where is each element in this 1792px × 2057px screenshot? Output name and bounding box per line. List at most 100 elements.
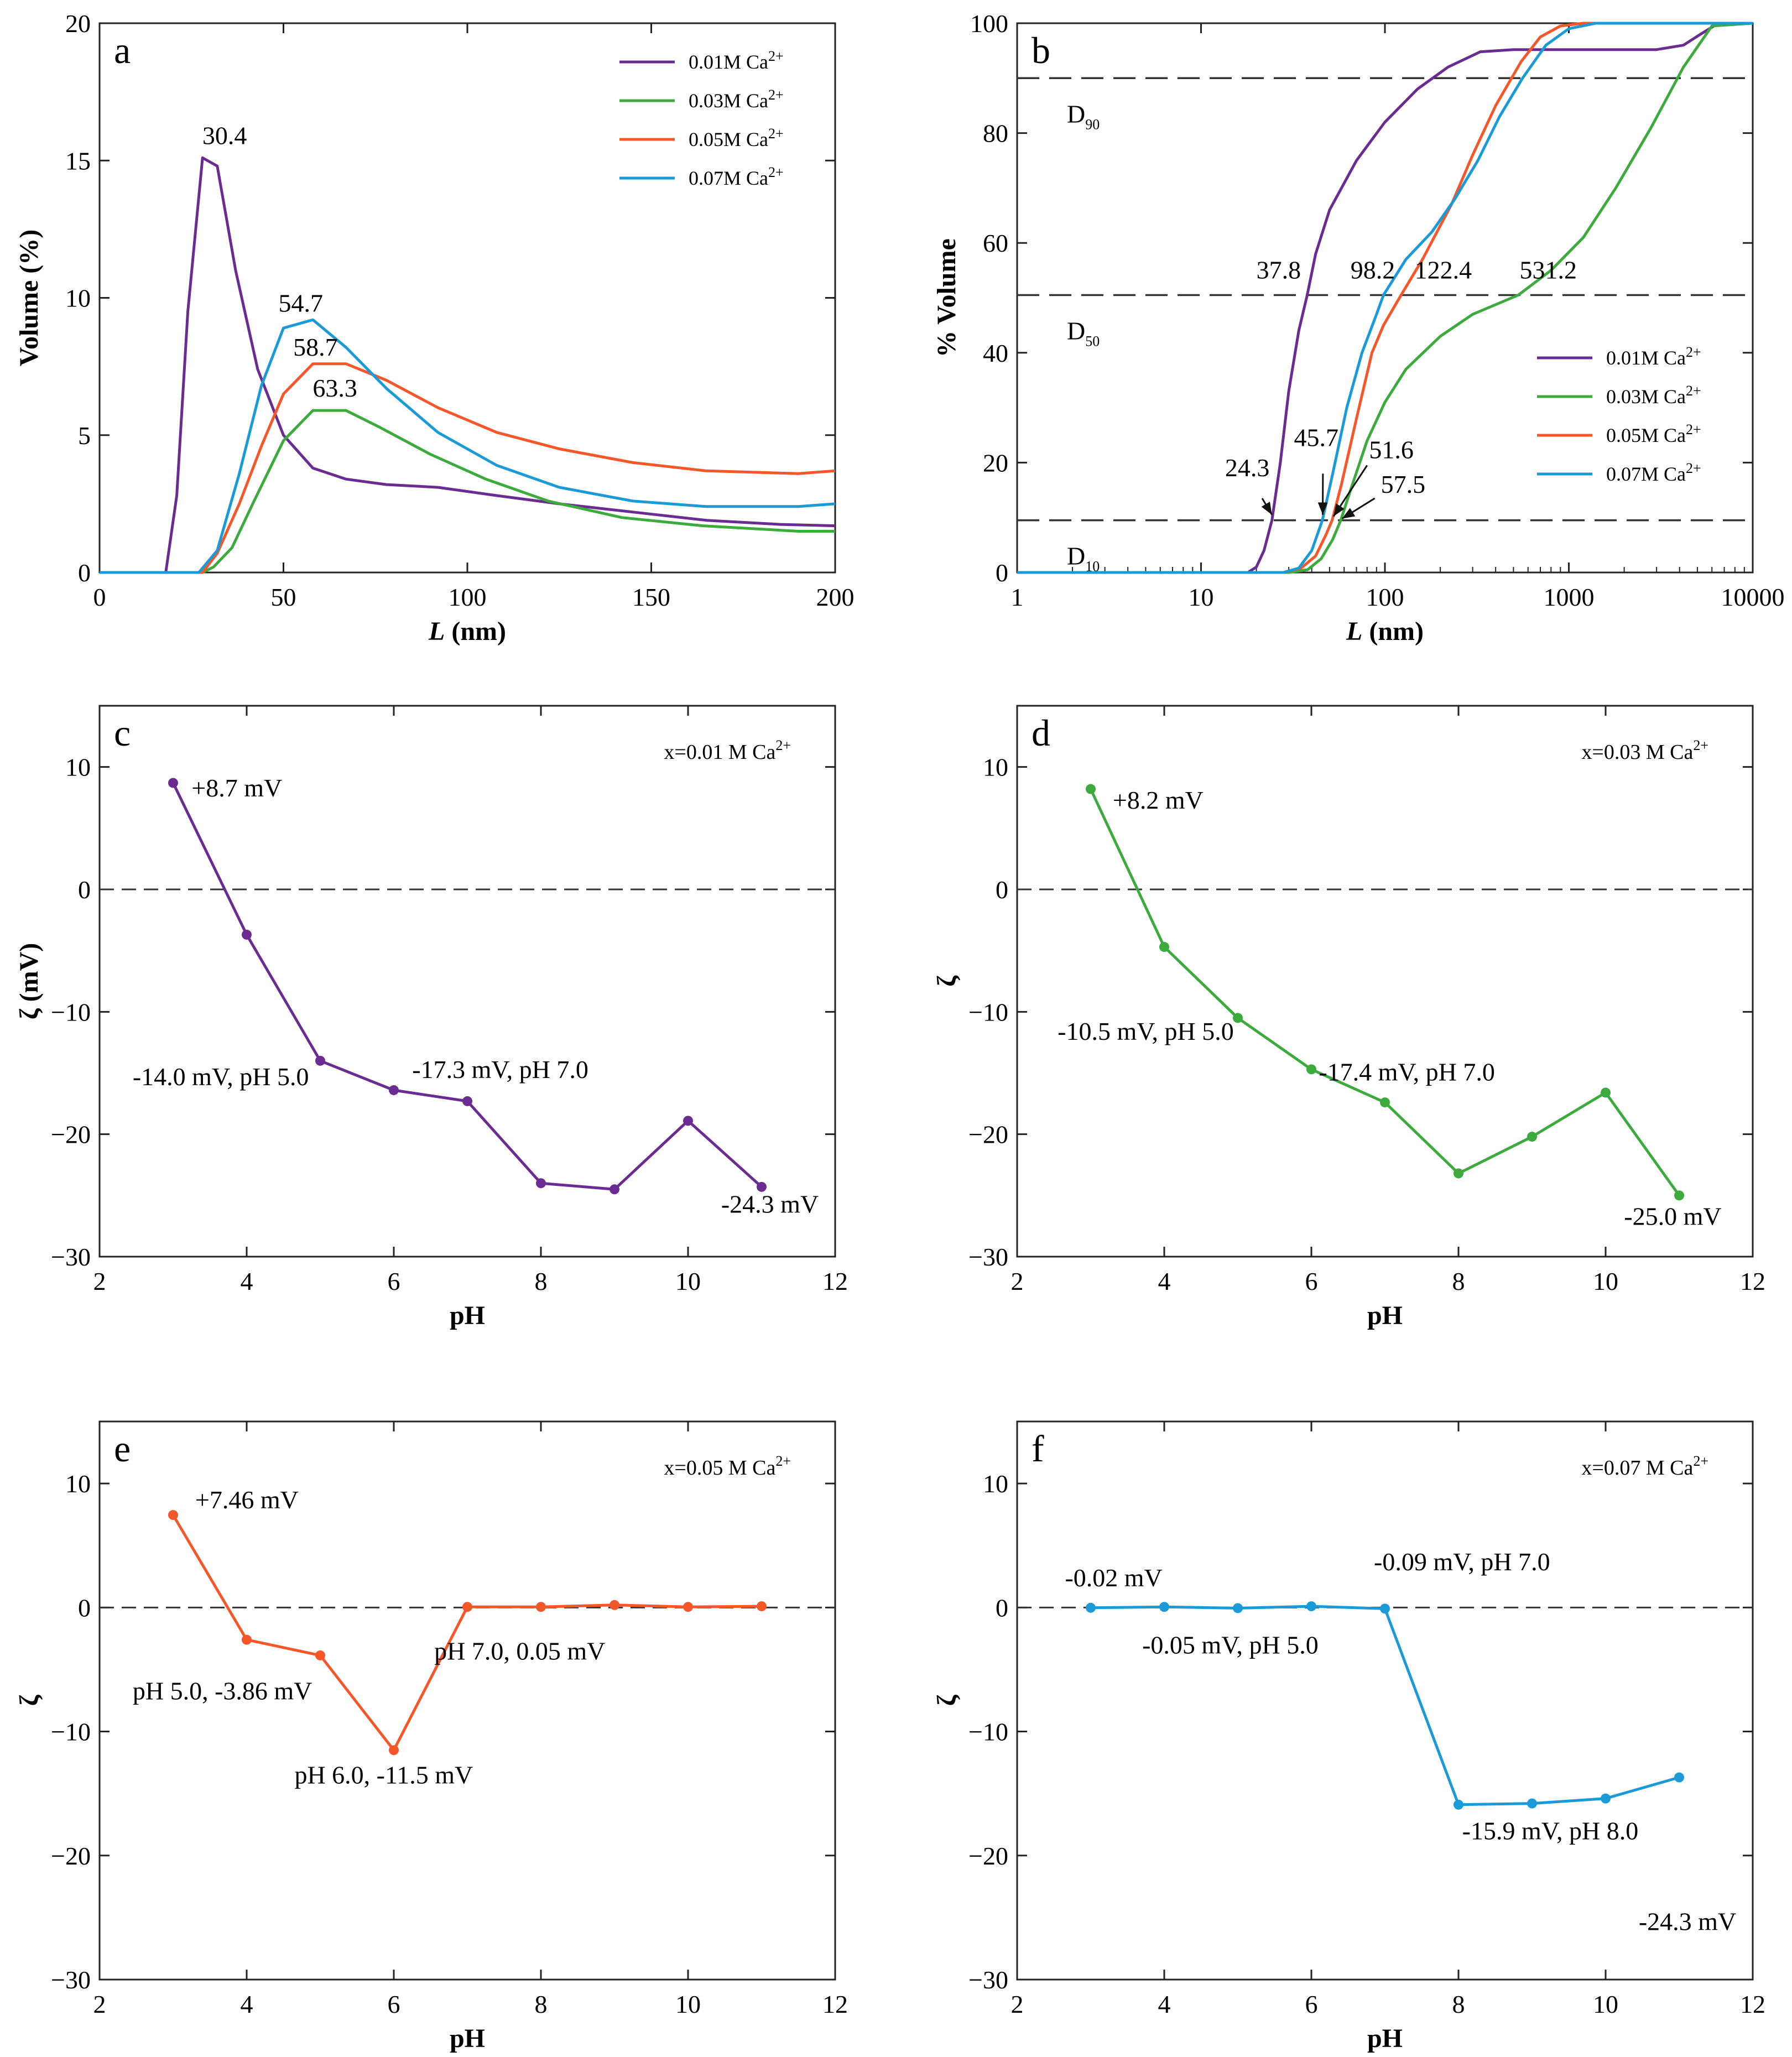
y-tick-label: 10 [65, 284, 91, 313]
x-tick-label: 12 [1740, 1267, 1765, 1295]
data-point [1086, 784, 1096, 794]
series-line-2 [100, 409, 835, 574]
x-tick-label: 6 [388, 1267, 400, 1295]
panel-b: 1 10 100 1000 10000 0 20 40 60 80 100 L (nm) % Volum… [896, 0, 1792, 658]
annotation-label: -0.05 mV, pH 5.0 [1142, 1631, 1319, 1659]
data-point [683, 1602, 693, 1612]
annotation-label: -0.02 mV [1065, 1564, 1162, 1592]
x-tick-label: 4 [241, 1267, 253, 1295]
y-tick-label: 10 [983, 753, 1008, 782]
annotation-label: 63.3 [312, 374, 357, 402]
panel-letter: e [114, 1428, 131, 1470]
condition-label: x=0.05 M Ca2+ [664, 1453, 791, 1480]
y-tick-label: −10 [968, 1718, 1008, 1746]
data-point [1306, 1064, 1316, 1075]
x-tick-label: 10 [1189, 583, 1214, 611]
y-tick-label: 100 [970, 9, 1008, 38]
data-point [1601, 1087, 1611, 1098]
data-point [1233, 1013, 1243, 1023]
x-axis-label: L (nm) [428, 617, 506, 646]
data-point [389, 1085, 399, 1095]
series-line-4 [1017, 22, 1753, 574]
x-tick-label: 8 [1452, 1990, 1465, 2018]
data-point [1086, 1602, 1096, 1613]
plot-frame [98, 705, 836, 1258]
legend-label: 0.07M Ca2+ [1606, 460, 1701, 485]
x-tick-label: 10 [675, 1267, 701, 1295]
annotation-label: +7.46 mV [195, 1486, 299, 1514]
legend-label: 0.01M Ca2+ [689, 48, 784, 73]
annotation-arrowhead [1261, 502, 1272, 515]
y-tick-label: 10 [65, 1470, 91, 1498]
y-tick-label: 60 [983, 229, 1008, 257]
annotation-label: -24.3 mV [1639, 1907, 1736, 1935]
x-tick-label: 100 [1366, 583, 1404, 611]
data-point [536, 1178, 546, 1189]
series-line-1 [1017, 22, 1753, 574]
annotation-label: pH 5.0, -3.86 mV [133, 1676, 312, 1705]
x-tick-label: 6 [1305, 1267, 1318, 1295]
y-tick-label: 0 [78, 876, 91, 904]
annotation-label: 51.6 [1369, 435, 1414, 464]
y-tick-label: 0 [78, 1593, 91, 1622]
data-point [462, 1602, 472, 1612]
data-point [1380, 1603, 1390, 1614]
x-axis-label: pH [1367, 1301, 1403, 1330]
data-point [610, 1184, 619, 1195]
data-point [1527, 1132, 1537, 1142]
data-point [757, 1181, 767, 1192]
y-axis-label: ζ [14, 1694, 44, 1706]
y-tick-label: 15 [65, 147, 91, 175]
annotation-label: +8.7 mV [191, 774, 282, 802]
annotation-label: 122.4 [1415, 256, 1472, 284]
series-line-3 [100, 362, 836, 574]
x-tick-label: 150 [632, 583, 670, 611]
series-line-1 [171, 1514, 762, 1752]
annotation-arrowhead [1342, 508, 1356, 519]
annotation-label: 24.3 [1225, 454, 1270, 482]
condition-label: x=0.03 M Ca2+ [1581, 737, 1708, 764]
chart-c: 2 4 6 8 10 12 −30 −20 −10 0 10 pH ζ (mV) c +8.7 mV -14.… [14, 705, 848, 1330]
panel-c: 2 4 6 8 10 12 −30 −20 −10 0 10 pH ζ (mV) c +8.7 mV -14.… [0, 680, 896, 1333]
annotation-arrowhead [1333, 503, 1345, 517]
x-tick-label: 4 [1158, 1990, 1171, 2018]
data-point [462, 1096, 472, 1106]
reference-line-label: D50 [1067, 317, 1100, 350]
annotation-label: pH 6.0, -11.5 mV [294, 1761, 473, 1789]
x-tick-label: 2 [93, 1267, 106, 1295]
plot-frame [98, 1420, 836, 1981]
annotation-label: 37.8 [1257, 256, 1301, 284]
y-tick-label: 40 [983, 339, 1008, 367]
data-point [1674, 1190, 1684, 1201]
annotation-label: -24.3 mV [721, 1190, 819, 1218]
x-tick-label: 4 [241, 1990, 253, 2018]
x-tick-label: 8 [535, 1990, 548, 2018]
panel-letter: c [114, 712, 131, 754]
data-point [1601, 1793, 1611, 1804]
annotation-label: -17.4 mV, pH 7.0 [1319, 1058, 1495, 1086]
panel-a: 0 50 100 150 200 0 5 10 15 20 L (nm) Volume (%) a 30.… [0, 0, 896, 658]
annotation-label: -14.0 mV, pH 5.0 [133, 1063, 309, 1091]
x-axis-label: pH [450, 1301, 485, 1330]
series-line-3 [1017, 22, 1753, 574]
reference-line-label: D90 [1067, 100, 1100, 132]
y-axis-label: ζ [932, 975, 961, 987]
x-tick-label: 10 [1593, 1267, 1618, 1295]
x-tick-label: 200 [816, 583, 855, 611]
annotation-arrowhead [1317, 502, 1328, 515]
x-tick-label: 6 [388, 1990, 400, 2018]
x-tick-label: 12 [1740, 1990, 1765, 2018]
data-point [168, 1510, 178, 1520]
data-point [1454, 1799, 1463, 1810]
y-tick-label: −30 [51, 1243, 91, 1271]
panel-d: 2 4 6 8 10 12 −30 −20 −10 0 10 pH ζ d +8.2 mV -10.5 mV,… [896, 680, 1792, 1333]
series-line-4 [100, 318, 836, 574]
chart-a: 0 50 100 150 200 0 5 10 15 20 L (nm) Volume (%) a 30.… [14, 9, 855, 646]
data-point [1233, 1603, 1243, 1613]
panel-letter: f [1032, 1428, 1044, 1470]
condition-label: x=0.01 M Ca2+ [664, 737, 791, 764]
x-tick-label: 10 [1593, 1990, 1618, 2018]
series-line-2 [1017, 22, 1753, 574]
chart-f: 2 4 6 8 10 12 −30 −20 −10 0 10 pH ζ f -0.02 mV -0.05 mV… [932, 1420, 1765, 2053]
legend-label: 0.07M Ca2+ [689, 164, 784, 189]
